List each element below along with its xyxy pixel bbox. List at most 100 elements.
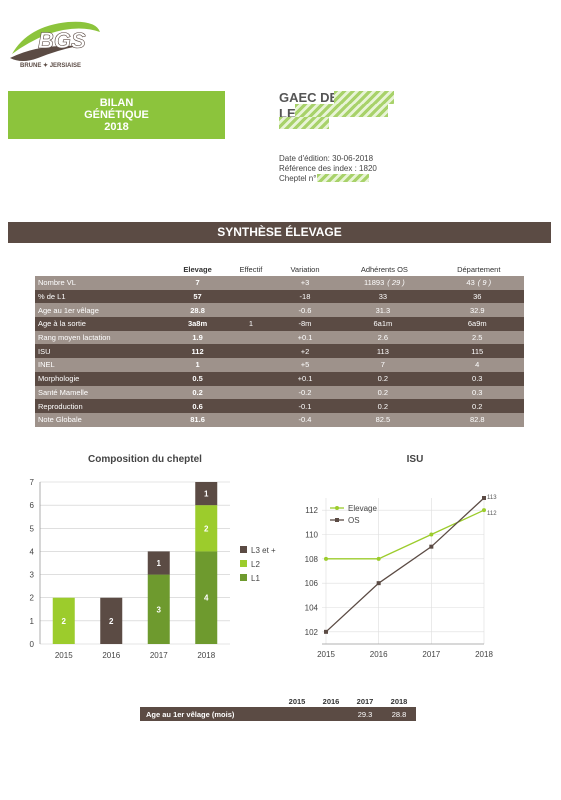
col-header-label bbox=[35, 263, 168, 276]
effectif-cell bbox=[227, 371, 275, 386]
dept-value: 4 bbox=[475, 360, 480, 370]
effectif-cell bbox=[227, 385, 275, 400]
effectif-cell bbox=[227, 399, 275, 413]
dept-count: ( 9 ) bbox=[477, 278, 492, 288]
bar-data-label: 1 bbox=[204, 490, 209, 499]
adherents-cell: 0.2 bbox=[335, 371, 434, 386]
index-reference: Référence des index : 1820 bbox=[279, 164, 377, 173]
x-tick-label: 2017 bbox=[422, 650, 440, 659]
variation-cell: +2 bbox=[274, 344, 336, 359]
effectif-cell bbox=[227, 412, 275, 427]
legend-label: L2 bbox=[251, 560, 260, 569]
effectif-cell bbox=[227, 330, 275, 345]
row-label: Age au 1er vêlage bbox=[35, 303, 168, 318]
col-header-effectif: Effectif bbox=[239, 265, 263, 274]
y-tick-label: 6 bbox=[30, 501, 35, 510]
adherents-cell: 33 bbox=[335, 289, 434, 304]
elevage-cell: 1 bbox=[168, 358, 228, 372]
adherents-cell: 31.3 bbox=[335, 303, 434, 318]
bar-segment bbox=[147, 574, 170, 644]
row-label: % de L1 bbox=[35, 289, 168, 304]
adherents-cell: 82.5 bbox=[335, 412, 434, 427]
y-tick-label: 104 bbox=[305, 604, 319, 613]
effectif-cell bbox=[227, 344, 275, 359]
end-data-label: 113 bbox=[487, 495, 497, 501]
x-tick-label: 2017 bbox=[150, 651, 168, 660]
series-line bbox=[325, 497, 485, 633]
adherents-value: 7 bbox=[380, 360, 385, 370]
legend-swatch bbox=[240, 574, 247, 581]
elevage-cell: 3a8m bbox=[168, 317, 228, 331]
data-point bbox=[376, 581, 381, 586]
report-title-line1: BILAN bbox=[99, 97, 134, 109]
adherents-value: 6a1m bbox=[373, 319, 393, 329]
adherents-cell: 113 bbox=[335, 344, 434, 359]
variation-cell: +5 bbox=[274, 358, 336, 372]
elevage-cell: 28.8 bbox=[168, 303, 228, 318]
y-tick-label: 4 bbox=[30, 547, 35, 556]
effectif-cell bbox=[227, 358, 275, 372]
table-cell bbox=[314, 707, 348, 721]
variation-cell: -0.6 bbox=[274, 303, 336, 318]
y-tick-label: 1 bbox=[30, 617, 35, 626]
y-tick-label: 108 bbox=[305, 555, 319, 564]
row-label: Rang moyen lactation bbox=[35, 330, 168, 345]
logo-tagline: BRUNE ✦ JERSIAISE bbox=[20, 62, 81, 69]
bar-segment bbox=[147, 551, 170, 575]
legend-marker bbox=[335, 506, 339, 510]
y-tick-label: 106 bbox=[305, 579, 319, 588]
effectif-cell: 1 bbox=[227, 317, 275, 331]
departement-cell: 4 bbox=[433, 358, 524, 372]
y-tick-label: 2 bbox=[30, 594, 35, 603]
dept-value: 43 bbox=[466, 278, 475, 288]
adherents-value: 31.3 bbox=[375, 305, 391, 315]
bar-data-label: 2 bbox=[109, 617, 114, 626]
departement-cell: 2.5 bbox=[433, 330, 524, 345]
farm-name-line1: GAEC DES bbox=[279, 90, 347, 105]
y-tick-label: 3 bbox=[30, 571, 35, 580]
legend-label: OS bbox=[348, 516, 360, 525]
variation-cell: -0.1 bbox=[274, 399, 336, 413]
legend-swatch bbox=[240, 560, 247, 567]
table-row: Age au 1er vêlage 28.8 -0.6 31.3 32.9 bbox=[35, 303, 524, 318]
row-label: Age au 1er vêlage (mois) bbox=[140, 707, 280, 721]
elevage-cell: 0.2 bbox=[168, 385, 228, 400]
departement-cell: 6a9m bbox=[433, 317, 524, 331]
elevage-cell: 0.5 bbox=[168, 371, 228, 386]
table-header-row: Elevage Effectif Variation Adhérents OS … bbox=[35, 263, 524, 276]
y-tick-label: 102 bbox=[305, 628, 319, 637]
adherents-value: 0.2 bbox=[377, 374, 389, 384]
edition-date: Date d'édition: 30-06-2018 bbox=[279, 154, 374, 163]
x-tick-label: 2015 bbox=[55, 651, 73, 660]
year-header: 2017 bbox=[356, 696, 374, 706]
table-row: Age au 1er vêlage (mois) 29.3 28.8 bbox=[140, 707, 416, 721]
table-cell: 28.8 bbox=[382, 707, 416, 721]
adherents-value: 82.5 bbox=[375, 415, 391, 425]
row-label: ISU bbox=[35, 344, 168, 359]
row-label: INEL bbox=[35, 358, 168, 372]
dept-value: 0.3 bbox=[472, 374, 483, 384]
cheptel-number: Cheptel n° bbox=[279, 174, 317, 183]
dept-value: 0.3 bbox=[472, 387, 483, 397]
x-tick-label: 2016 bbox=[370, 650, 388, 659]
row-label: Age à la sortie bbox=[35, 317, 168, 331]
adherents-cell: 2.6 bbox=[335, 330, 434, 345]
y-tick-label: 112 bbox=[305, 506, 318, 515]
y-tick-label: 5 bbox=[30, 524, 35, 533]
bar-data-label: 2 bbox=[62, 617, 67, 626]
adherents-cell: 11893( 29 ) bbox=[335, 276, 434, 290]
y-tick-label: 0 bbox=[30, 640, 35, 649]
x-tick-label: 2015 bbox=[317, 650, 335, 659]
isu-chart-title: ISU bbox=[406, 454, 424, 465]
row-label: Morphologie bbox=[35, 371, 168, 386]
report-meta: Date d'édition: 30-06-2018 Référence des… bbox=[279, 154, 377, 184]
legend-marker bbox=[335, 518, 339, 522]
dept-value: 2.5 bbox=[472, 333, 483, 343]
bgs-logo: BGS BRUNE ✦ JERSIAISE bbox=[10, 21, 100, 69]
table-row: Age à la sortie 3a8m 1 -8m 6a1m 6a9m bbox=[35, 317, 524, 331]
redaction-block bbox=[334, 91, 394, 104]
data-point bbox=[482, 496, 486, 500]
col-header-elevage: Elevage bbox=[183, 265, 212, 274]
adherents-count: ( 29 ) bbox=[387, 278, 405, 288]
table-row: % de L1 57 -18 33 36 bbox=[35, 289, 524, 304]
